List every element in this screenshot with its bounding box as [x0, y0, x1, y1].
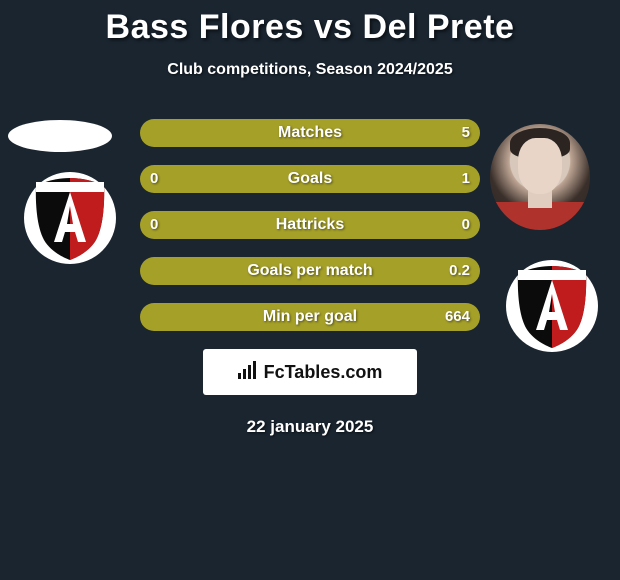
stat-label: Min per goal [140, 303, 480, 331]
stat-label: Goals per match [140, 257, 480, 285]
subtitle: Club competitions, Season 2024/2025 [0, 61, 620, 79]
bars-icon [238, 361, 260, 384]
player-right-badge [502, 260, 602, 357]
stat-right-value: 0.2 [449, 257, 470, 285]
stat-row: Matches5 [140, 119, 480, 147]
stat-right-value: 0 [462, 211, 470, 239]
shield-icon [20, 172, 120, 264]
shield-icon [502, 260, 602, 352]
stat-right-value: 5 [462, 119, 470, 147]
brand-box: FcTables.com [203, 349, 417, 395]
stat-left-value: 0 [150, 165, 158, 193]
stat-left-value: 0 [150, 211, 158, 239]
stat-right-value: 1 [462, 165, 470, 193]
page-title: Bass Flores vs Del Prete [0, 8, 620, 47]
stat-row: Hattricks0 0 [140, 211, 480, 239]
stat-row: Min per goal664 [140, 303, 480, 331]
player-left-badge [20, 172, 120, 269]
brand-text: FcTables.com [264, 362, 383, 383]
player-left-photo [8, 120, 112, 152]
stat-row: Goals per match0.2 [140, 257, 480, 285]
stat-label: Hattricks [140, 211, 480, 239]
stat-label: Matches [140, 119, 480, 147]
stat-right-value: 664 [445, 303, 470, 331]
stat-label: Goals [140, 165, 480, 193]
stat-row: Goals0 1 [140, 165, 480, 193]
date-text: 22 january 2025 [0, 417, 620, 437]
player-right-photo [490, 124, 590, 230]
